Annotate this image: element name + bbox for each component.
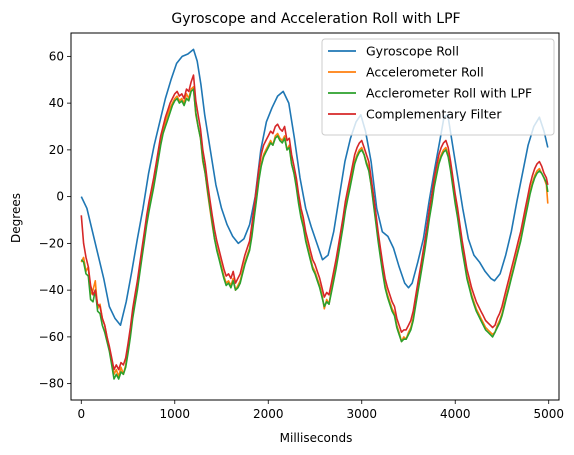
legend-label: Gyroscope Roll (366, 44, 459, 59)
y-tick-label: −40 (39, 283, 64, 297)
y-axis: −80 −60 −40 −20 0 20 40 60 (39, 49, 71, 391)
x-tick-label: 4000 (440, 407, 471, 421)
legend-box (321, 38, 555, 136)
x-tick-label: 0 (77, 407, 85, 421)
x-tick-label: 5000 (533, 407, 564, 421)
x-tick-label: 3000 (346, 407, 377, 421)
x-axis: 0 1000 2000 3000 4000 5000 (77, 400, 564, 421)
y-tick-label: 40 (49, 96, 64, 110)
y-tick-label: −60 (39, 330, 64, 344)
series-line-3 (80, 88, 549, 380)
chart-title: Gyroscope and Acceleration Roll with LPF (171, 11, 460, 27)
series-line-1 (80, 48, 549, 326)
legend-label: Accelerometer Roll (366, 65, 484, 80)
series-line-4 (80, 74, 549, 371)
y-tick-label: −20 (39, 236, 64, 250)
series-layer (80, 48, 549, 380)
x-axis-label: Milliseconds (280, 431, 353, 445)
y-tick-label: −80 (39, 377, 64, 391)
x-tick-label: 2000 (253, 407, 284, 421)
y-tick-label: 0 (56, 190, 64, 204)
y-axis-label: Degrees (9, 193, 23, 243)
legend-label: Acclerometer Roll with LPF (366, 86, 532, 101)
x-tick-label: 1000 (159, 407, 190, 421)
plot-frame (70, 32, 560, 401)
y-tick-label: 60 (49, 49, 64, 63)
legend: Gyroscope Roll Accelerometer Roll Acclerom… (321, 38, 555, 136)
legend-label: Complementary Filter (366, 107, 502, 122)
y-tick-label: 20 (49, 143, 64, 157)
